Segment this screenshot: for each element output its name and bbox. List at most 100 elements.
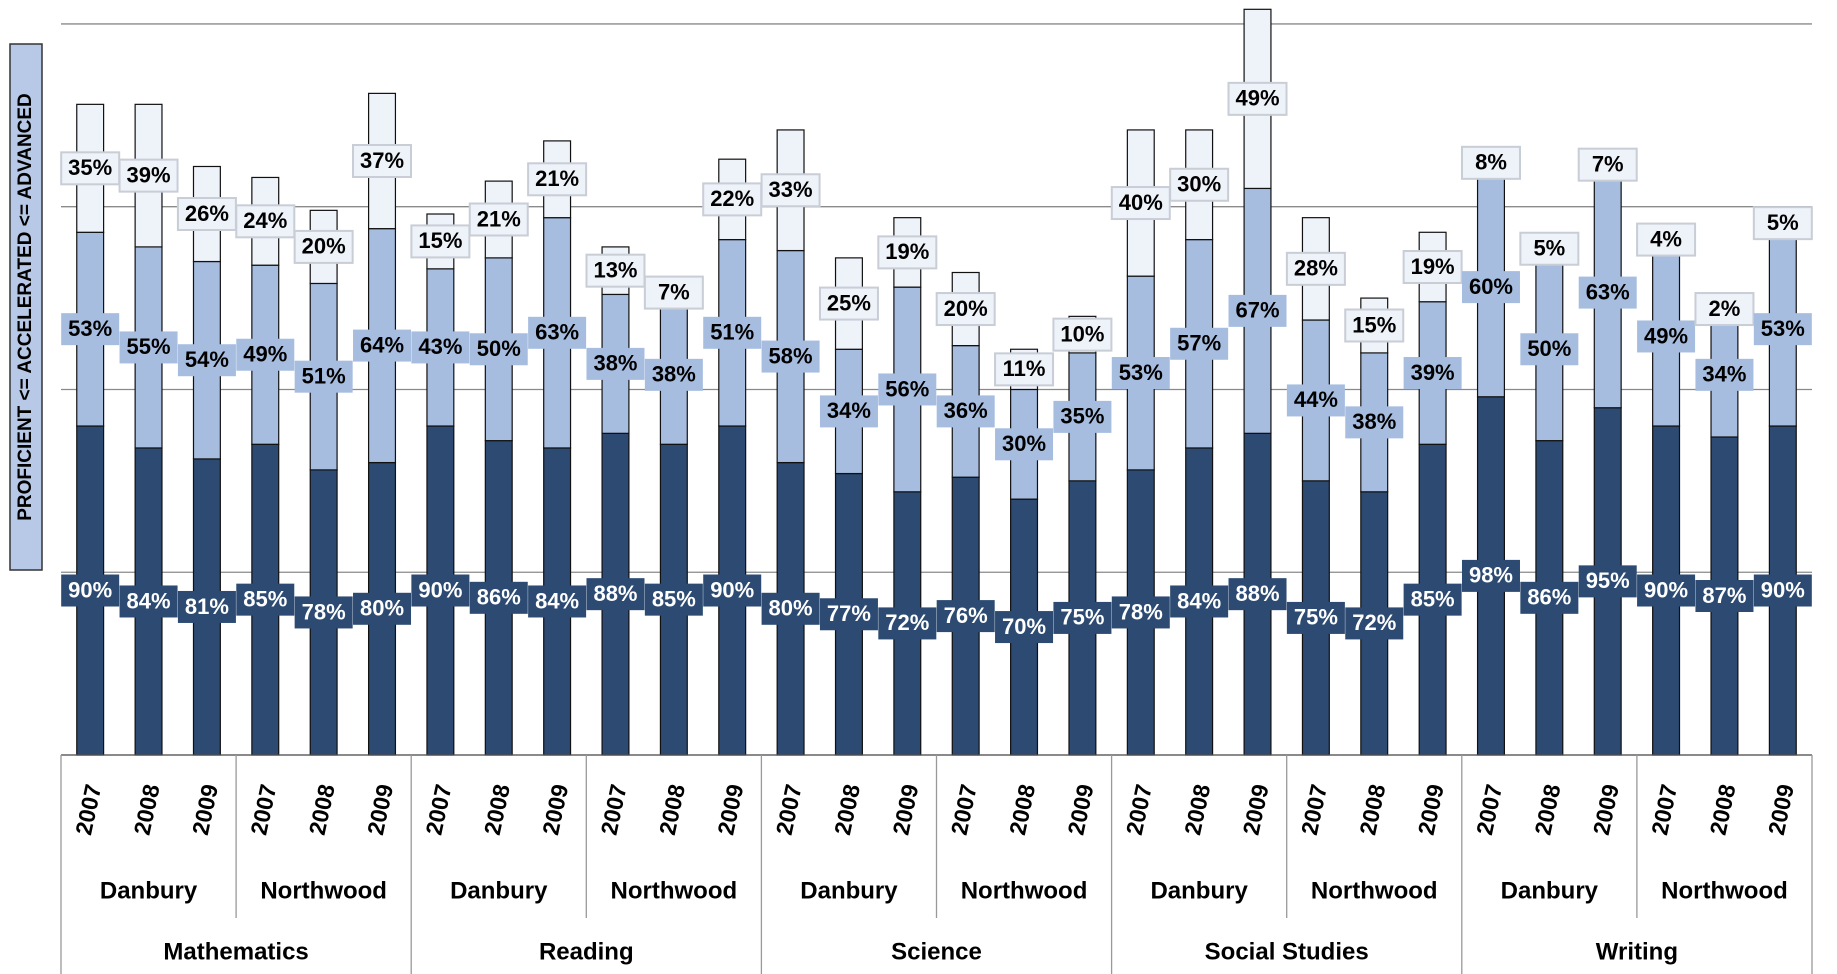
label-box (294, 596, 353, 629)
label-box (1286, 384, 1345, 417)
label-box (353, 329, 412, 362)
data-label: 98% (1469, 563, 1513, 588)
data-label: 72% (1352, 610, 1396, 635)
data-label: 51% (302, 363, 346, 388)
label-box (469, 333, 528, 366)
data-label: 8% (1475, 150, 1507, 175)
label-box (761, 340, 820, 373)
data-label: 36% (944, 398, 988, 423)
label-box (1111, 596, 1170, 629)
label-box (1519, 231, 1580, 266)
data-label: 77% (827, 601, 871, 626)
data-label: 86% (1527, 585, 1571, 610)
label-box (1520, 333, 1579, 366)
label-box (819, 395, 878, 428)
label-box (352, 144, 413, 179)
label-box (294, 360, 353, 393)
data-label: 26% (185, 201, 229, 226)
data-label: 57% (1177, 331, 1221, 356)
data-label: 30% (1002, 431, 1046, 456)
data-label: 51% (710, 320, 754, 345)
x-tick-label: 2007 (245, 782, 281, 837)
data-label: 40% (1119, 190, 1163, 215)
data-label: 88% (593, 581, 637, 606)
label-box (995, 611, 1054, 644)
district-label: Northwood (1661, 877, 1788, 904)
subject-label: Writing (1596, 938, 1678, 965)
label-box (1110, 186, 1171, 221)
data-label: 75% (1060, 605, 1104, 630)
data-label: 2% (1709, 296, 1741, 321)
label-box (1460, 145, 1521, 180)
label-box (878, 607, 937, 640)
x-tick-label: 2009 (1238, 782, 1274, 837)
data-label: 84% (1177, 588, 1221, 613)
label-box (1285, 251, 1346, 286)
data-label: 60% (1469, 274, 1513, 299)
data-label: 70% (1002, 614, 1046, 639)
label-box (1695, 579, 1754, 612)
data-label: 56% (885, 376, 929, 401)
x-tick-label: 2009 (187, 782, 223, 837)
data-label: 53% (1761, 316, 1805, 341)
subject-label: Science (891, 938, 982, 965)
x-tick-label: 2008 (304, 782, 340, 838)
label-box (1053, 400, 1112, 433)
label-box (1053, 601, 1112, 634)
label-box (1695, 358, 1754, 391)
data-label: 38% (1352, 409, 1396, 434)
label-box (528, 316, 587, 349)
label-box (644, 358, 703, 391)
subject-label: Social Studies (1205, 938, 1369, 965)
x-tick-label: 2009 (887, 782, 923, 837)
label-box (1520, 581, 1579, 614)
data-label: 87% (1702, 583, 1746, 608)
x-tick-label: 2009 (1763, 782, 1799, 837)
data-label: 44% (1294, 387, 1338, 412)
district-label: Danbury (800, 877, 898, 904)
data-label: 38% (593, 351, 637, 376)
data-label: 95% (1586, 568, 1630, 593)
label-box (1577, 147, 1638, 182)
label-box (119, 331, 178, 364)
data-label: 76% (944, 603, 988, 628)
label-box (468, 202, 529, 237)
label-box (177, 590, 236, 623)
label-box (527, 162, 588, 197)
data-label: 53% (1119, 360, 1163, 385)
x-tick-label: 2007 (596, 782, 632, 837)
x-tick-label: 2009 (1588, 782, 1624, 837)
x-tick-label: 2009 (1063, 782, 1099, 837)
label-box (1402, 250, 1463, 285)
data-label: 34% (827, 398, 871, 423)
data-label: 25% (827, 290, 871, 315)
label-box (1345, 607, 1404, 640)
data-label: 43% (418, 334, 462, 359)
data-label: 30% (1177, 172, 1221, 197)
label-box (236, 338, 295, 371)
data-label: 63% (535, 320, 579, 345)
label-box (703, 574, 762, 607)
x-tick-label: 2008 (129, 782, 165, 838)
label-box (1170, 327, 1229, 360)
x-tick-label: 2008 (479, 782, 515, 838)
data-label: 5% (1767, 210, 1799, 235)
data-label: 50% (477, 336, 521, 361)
label-box (936, 600, 995, 633)
data-label: 78% (1119, 599, 1163, 624)
label-box (293, 229, 354, 264)
y-axis-label: PROFICIENT <= ACCELERATED <= ADVANCED (15, 93, 36, 521)
data-label: 90% (1644, 577, 1688, 602)
data-label: 49% (243, 342, 287, 367)
data-label: 19% (1411, 254, 1455, 279)
data-label: 5% (1533, 236, 1565, 261)
x-tick-label: 2008 (1004, 782, 1040, 838)
data-label: 7% (1592, 151, 1624, 176)
data-label: 24% (243, 208, 287, 233)
data-label: 85% (243, 586, 287, 611)
label-box (703, 316, 762, 349)
x-tick-label: 2009 (537, 782, 573, 837)
label-box (1228, 578, 1287, 611)
